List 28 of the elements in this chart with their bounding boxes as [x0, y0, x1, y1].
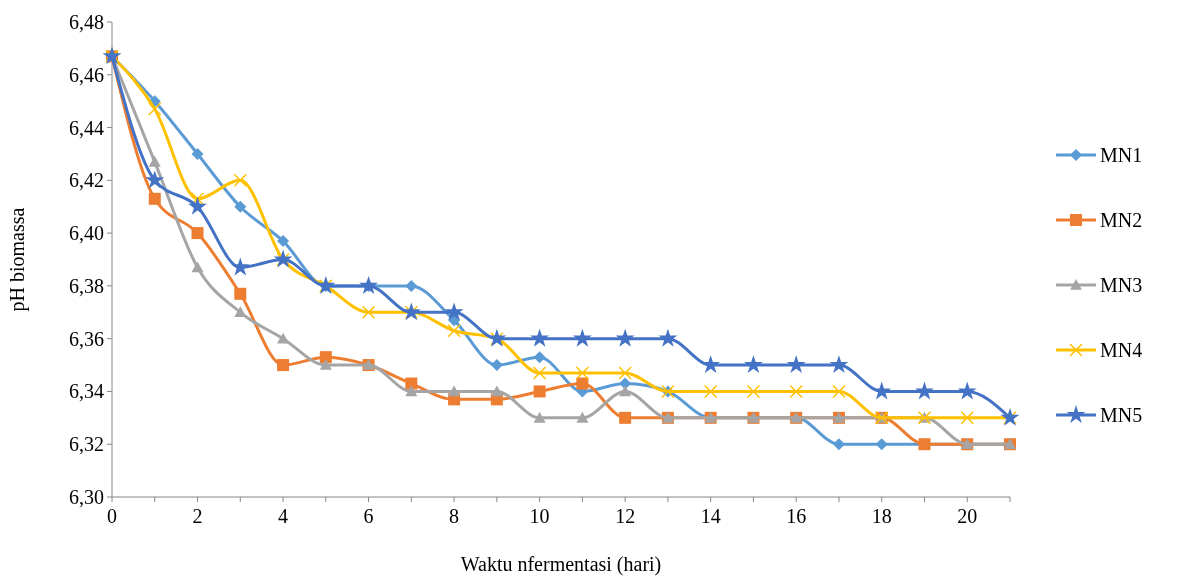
legend-label: MN3 — [1100, 274, 1143, 296]
legend-label: MN4 — [1100, 339, 1143, 361]
x-tick-label: 2 — [192, 505, 203, 527]
y-tick-label: 6,32 — [69, 433, 104, 456]
x-tick-label: 18 — [871, 505, 892, 527]
legend-label: MN1 — [1100, 144, 1143, 166]
x-tick-label: 16 — [786, 505, 807, 527]
x-tick-label: 14 — [700, 505, 721, 527]
y-tick-label: 6,34 — [69, 380, 104, 403]
x-tick-label: 6 — [363, 505, 374, 527]
x-tick-label: 0 — [107, 505, 117, 527]
y-tick-label: 6,42 — [69, 169, 104, 192]
x-tick-label: 8 — [449, 505, 460, 527]
y-tick-label: 6,40 — [69, 222, 104, 245]
x-tick-label: 4 — [278, 505, 289, 527]
y-tick-label: 6,46 — [69, 63, 104, 86]
y-tick-label: 6,30 — [69, 486, 104, 508]
x-tick-label: 12 — [615, 505, 636, 527]
y-axis-title: pH biomassa — [6, 207, 29, 312]
x-axis-title: Waktu nfermentasi (hari) — [460, 553, 662, 576]
y-tick-label: 6,44 — [69, 116, 104, 139]
y-tick-label: 6,38 — [69, 274, 104, 297]
x-tick-label: 10 — [529, 505, 550, 527]
legend-label: MN5 — [1100, 404, 1143, 426]
y-tick-label: 6,36 — [69, 327, 104, 350]
x-tick-label: 20 — [957, 505, 978, 527]
y-tick-label: 6,48 — [69, 11, 104, 33]
legend-label: MN2 — [1100, 209, 1143, 231]
